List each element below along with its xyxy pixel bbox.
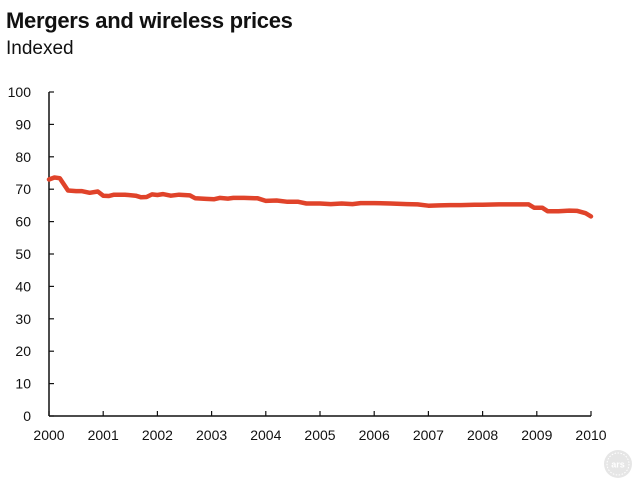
x-tick-label: 2009 (521, 427, 552, 443)
x-tick-label: 2010 (575, 427, 606, 443)
y-tick-label: 80 (15, 149, 31, 165)
svg-text:ars: ars (611, 460, 625, 470)
y-tick-label: 90 (15, 116, 31, 132)
series-line (46, 175, 594, 219)
x-tick-label: 2004 (250, 427, 281, 443)
x-tick-label: 2002 (142, 427, 173, 443)
y-tick-label: 20 (15, 343, 31, 359)
y-tick-label: 70 (15, 181, 31, 197)
y-tick-label: 60 (15, 214, 31, 230)
series-group (46, 175, 594, 219)
y-tick-label: 10 (15, 376, 31, 392)
x-tick-label: 2007 (413, 427, 444, 443)
x-tick-label: 2008 (467, 427, 498, 443)
x-tick-label: 2003 (196, 427, 227, 443)
y-tick-label: 100 (8, 84, 32, 100)
y-axis: 0 10 20 30 40 50 60 70 80 90 100 (8, 84, 54, 424)
x-tick-label: 2006 (359, 427, 390, 443)
y-tick-label: 30 (15, 311, 31, 327)
chart-title: Mergers and wireless prices (6, 8, 293, 33)
x-tick-label: 2001 (88, 427, 119, 443)
x-axis: 2000 2001 2002 2003 2004 2005 2006 2007 2008 2009… (33, 411, 607, 443)
x-tick-label: 2000 (33, 427, 64, 443)
ars-logo-watermark: ars (604, 450, 632, 478)
x-tick-label: 2005 (304, 427, 335, 443)
chart-subtitle: Indexed (6, 38, 74, 59)
y-tick-label: 0 (23, 408, 31, 424)
y-tick-label: 50 (15, 246, 31, 262)
y-tick-label: 40 (15, 278, 31, 294)
